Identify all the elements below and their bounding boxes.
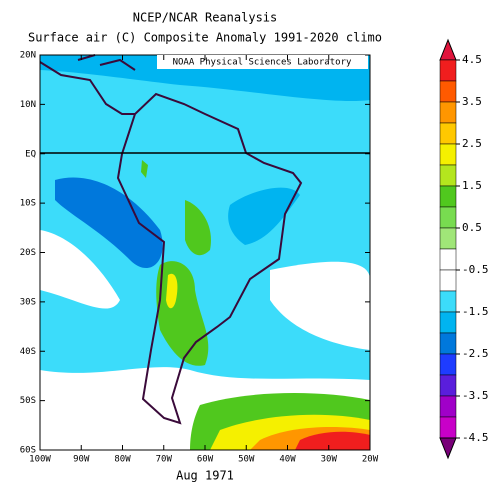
lat-label: 20S [20, 248, 36, 258]
credit: NOAA Physical Sciences Laboratory [173, 58, 352, 68]
lon-label: 90W [73, 455, 90, 465]
yellow-area [166, 273, 178, 309]
colorbar-band [439, 374, 457, 397]
colorbar-label: -1.5 [462, 305, 489, 318]
colorbar-label: -3.5 [462, 389, 489, 402]
colorbar-label: -0.5 [462, 263, 489, 276]
subtitle: Surface air (C) Composite Anomaly 1991-2… [28, 31, 382, 45]
red-area [295, 431, 370, 450]
date-label: Aug 1971 [176, 469, 234, 483]
lat-label: 40S [20, 347, 36, 357]
lon-label: 100W [29, 455, 51, 465]
colorbar-band [439, 353, 457, 376]
colorbar-label: -4.5 [462, 431, 489, 444]
lon-label: 40W [279, 455, 296, 465]
lat-label: 30S [20, 297, 36, 307]
colorbar-band [439, 395, 457, 418]
green-area [141, 160, 148, 178]
colorbar-cap [439, 437, 457, 460]
colorbar-band [439, 227, 457, 250]
credit-box [157, 55, 368, 69]
colorbar-label: 3.5 [462, 95, 482, 108]
colorbar-label: 4.5 [462, 53, 482, 66]
colorbar-band [439, 143, 457, 166]
green-area [185, 200, 211, 256]
colorbar-label: -2.5 [462, 347, 489, 360]
colorbar-band [439, 101, 457, 124]
colorbar-band [439, 416, 457, 439]
colorbar-band [439, 164, 457, 187]
colorbar-band [439, 332, 457, 355]
white-area [40, 230, 120, 309]
colorbar-band [439, 269, 457, 292]
lat-label: EQ [25, 149, 36, 159]
lat-label: 10S [20, 199, 36, 209]
colorbar-band [439, 311, 457, 334]
coastline [39, 61, 135, 115]
lon-label: 30W [321, 455, 338, 465]
colorbar-label: 1.5 [462, 179, 482, 192]
colorbar-label: 0.5 [462, 221, 482, 234]
lat-label: 50S [20, 396, 36, 406]
colorbar-band [439, 59, 457, 82]
lat-label: 60S [20, 446, 36, 456]
colorbar-cap [439, 38, 457, 61]
blue-area [55, 177, 163, 269]
white-area [270, 261, 370, 350]
lon-label: 20W [362, 455, 379, 465]
colorbar-band [439, 206, 457, 229]
colorbar-band [439, 122, 457, 145]
lon-label: 70W [156, 455, 173, 465]
lon-label: 50W [238, 455, 255, 465]
lon-label: 80W [114, 455, 131, 465]
colorbar-band [439, 185, 457, 208]
coastline [116, 92, 303, 425]
colorbar-band [439, 290, 457, 313]
lat-label: 20N [20, 51, 36, 61]
colorbar-band [439, 80, 457, 103]
colorbar-band [439, 248, 457, 271]
colorbar-label: 2.5 [462, 137, 482, 150]
blue-area [228, 187, 300, 245]
title: NCEP/NCAR Reanalysis [133, 11, 278, 25]
map-field: NOAA Physical Sciences Laboratory [39, 54, 371, 451]
lat-label: 10N [20, 100, 36, 110]
lon-label: 60W [197, 455, 214, 465]
